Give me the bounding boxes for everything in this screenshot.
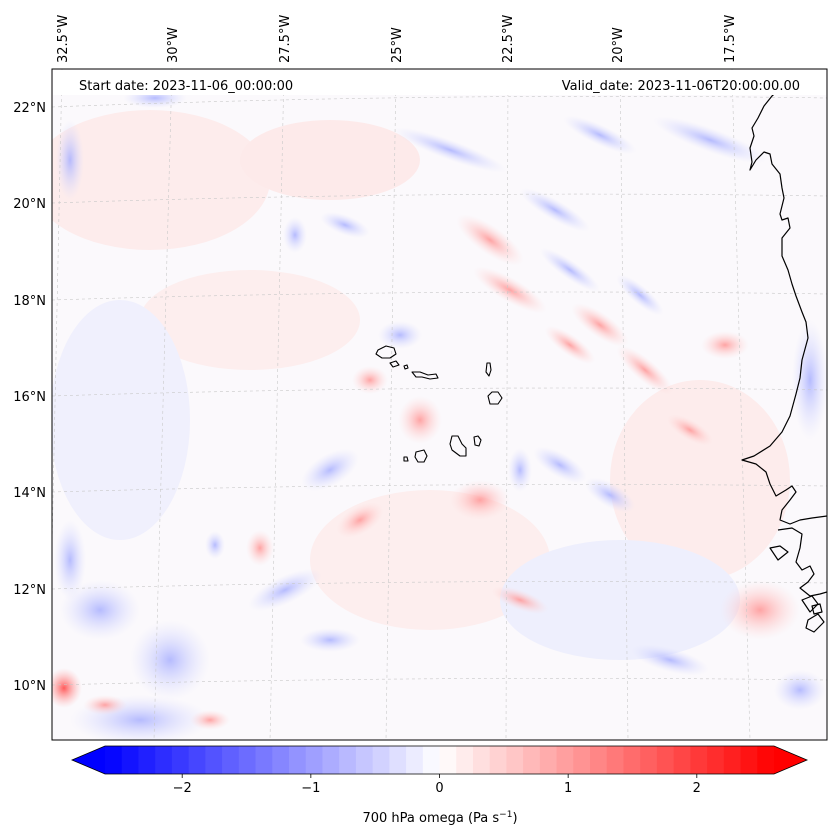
colorbar-segment — [757, 746, 775, 774]
island-sao-nicolau — [411, 371, 439, 380]
omega-field — [52, 88, 827, 740]
island-santa-luzia — [403, 364, 409, 370]
colorbar-segment — [439, 746, 457, 774]
colorbar-segment — [506, 746, 524, 774]
colorbar-outline — [70, 745, 809, 775]
colorbar-label: 700 hPa omega (Pa s−1) — [362, 810, 517, 826]
latitude-labels: 22°N 20°N 18°N 16°N 14°N 12°N 10°N — [13, 101, 46, 694]
island-sao-vicente — [389, 360, 400, 368]
colorbar-segment — [707, 746, 725, 774]
colorbar-segment — [539, 746, 558, 774]
colorbar: −2 −1 0 1 2 700 hPa omega (Pa s−1) — [70, 745, 809, 826]
colorbar-segment — [121, 746, 140, 774]
lat-label: 14°N — [13, 486, 46, 501]
colorbar-segment — [322, 746, 340, 774]
lat-label: 10°N — [13, 679, 46, 694]
colorbar-extend-low — [72, 746, 105, 774]
colorbar-segment — [305, 746, 324, 774]
colorbar-segment — [339, 746, 357, 774]
colorbar-segment — [640, 746, 658, 774]
colorbar-segment — [372, 746, 390, 774]
colorbar-segment — [389, 746, 407, 774]
colorbar-segment — [288, 746, 307, 774]
colorbar-segment — [188, 746, 206, 774]
colorbar-segment — [690, 746, 708, 774]
colorbar-label-close: ) — [512, 811, 517, 826]
lon-label: 32.5°W — [56, 15, 71, 63]
longitude-labels: 32.5°W 30°W 27.5°W 25°W 22.5°W 20°W 17.5… — [56, 15, 738, 63]
colorbar-tick-label: −1 — [301, 781, 320, 796]
lon-label: 22.5°W — [501, 15, 516, 63]
colorbar-ticks: −2 −1 0 1 2 — [173, 774, 701, 796]
map-panel: Start date: 2023-11-06_00:00:00 Valid_da… — [51, 68, 828, 741]
colorbar-segment — [656, 746, 675, 774]
header-box — [53, 70, 826, 95]
africa-coastline — [741, 83, 827, 525]
colorbar-segment — [590, 746, 608, 774]
colorbar-segment — [606, 746, 625, 774]
colorbar-tick-label: 2 — [693, 781, 701, 796]
colorbar-label-sup: −1 — [499, 810, 512, 820]
colorbar-tick-label: 1 — [564, 781, 572, 796]
colorbar-segment — [155, 746, 173, 774]
lat-label: 20°N — [13, 197, 46, 212]
island-fogo — [414, 449, 428, 463]
colorbar-segment — [272, 746, 290, 774]
coastlines — [741, 83, 827, 633]
lon-label: 25°W — [390, 27, 405, 63]
lon-label: 30°W — [166, 27, 181, 63]
colorbar-extend-high — [774, 746, 807, 774]
colorbar-label-main: 700 hPa omega (Pa s — [362, 811, 499, 826]
colorbar-segment — [406, 746, 424, 774]
colorbar-segment — [255, 746, 273, 774]
colorbar-segment — [456, 746, 474, 774]
island-brava — [403, 456, 409, 462]
colorbar-segment — [673, 746, 691, 774]
start-date-label: Start date: 2023-11-06_00:00:00 — [79, 79, 293, 94]
lat-label: 16°N — [13, 390, 46, 405]
lon-label: 17.5°W — [723, 15, 738, 63]
lon-label: 27.5°W — [278, 15, 293, 63]
colorbar-segment — [105, 746, 123, 774]
island-maio — [473, 435, 482, 447]
map-frame — [51, 68, 828, 741]
colorbar-segment — [171, 746, 190, 774]
island-boa-vista — [487, 391, 503, 405]
colorbar-segment — [623, 746, 641, 774]
lat-label: 12°N — [13, 583, 46, 598]
colorbar-segment — [222, 746, 240, 774]
colorbar-segment — [238, 746, 257, 774]
lat-label: 22°N — [13, 101, 46, 116]
island-santo-antao — [375, 345, 397, 359]
lon-label: 20°W — [611, 27, 626, 63]
colorbar-segments — [105, 746, 775, 774]
colorbar-segment — [489, 746, 508, 774]
colorbar-tick-label: 0 — [435, 781, 443, 796]
colorbar-segment — [573, 746, 591, 774]
cape-verde-islands — [375, 345, 503, 463]
colorbar-tick-label: −2 — [173, 781, 192, 796]
colorbar-segment — [472, 746, 491, 774]
island-sal — [485, 362, 492, 377]
colorbar-segment — [523, 746, 541, 774]
gridlines — [52, 69, 827, 740]
colorbar-segment — [740, 746, 758, 774]
colorbar-segment — [556, 746, 574, 774]
island-santiago — [449, 435, 467, 457]
colorbar-segment — [723, 746, 742, 774]
lat-label: 18°N — [13, 294, 46, 309]
valid-date-label: Valid_date: 2023-11-06T20:00:00.00 — [562, 79, 800, 94]
colorbar-segment — [138, 746, 156, 774]
colorbar-segment — [205, 746, 223, 774]
colorbar-segment — [422, 746, 441, 774]
colorbar-segment — [355, 746, 374, 774]
